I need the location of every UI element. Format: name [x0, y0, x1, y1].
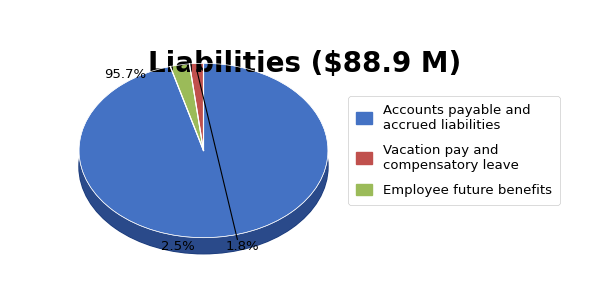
- Polygon shape: [79, 63, 328, 238]
- Text: 95.7%: 95.7%: [104, 68, 146, 81]
- Text: 2.5%: 2.5%: [161, 240, 195, 253]
- Ellipse shape: [79, 79, 328, 254]
- Legend: Accounts payable and
accrued liabilities, Vacation pay and
compensatory leave, E: Accounts payable and accrued liabilities…: [349, 96, 560, 205]
- Polygon shape: [189, 63, 203, 150]
- Polygon shape: [170, 64, 203, 150]
- Text: Liabilities ($88.9 M): Liabilities ($88.9 M): [148, 49, 462, 77]
- Text: 1.8%: 1.8%: [226, 240, 259, 253]
- Polygon shape: [79, 153, 328, 254]
